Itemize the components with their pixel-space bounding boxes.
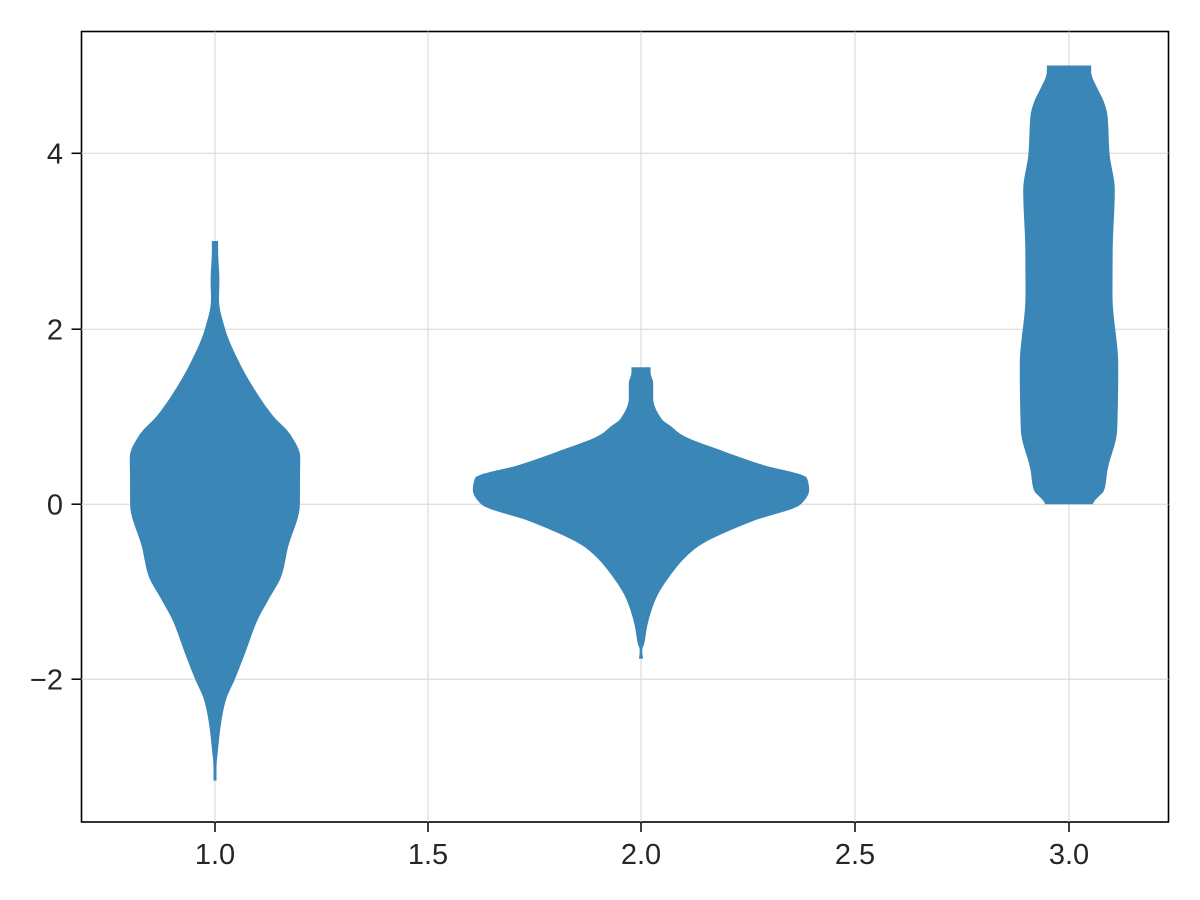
svg-text:2: 2 <box>47 314 63 346</box>
svg-text:−2: −2 <box>30 664 63 696</box>
svg-text:1.0: 1.0 <box>195 839 235 871</box>
svg-text:2.0: 2.0 <box>621 839 661 871</box>
svg-text:4: 4 <box>47 138 63 170</box>
svg-text:0: 0 <box>47 489 63 521</box>
svg-text:1.5: 1.5 <box>408 839 448 871</box>
svg-text:2.5: 2.5 <box>835 839 875 871</box>
svg-text:3.0: 3.0 <box>1049 839 1089 871</box>
